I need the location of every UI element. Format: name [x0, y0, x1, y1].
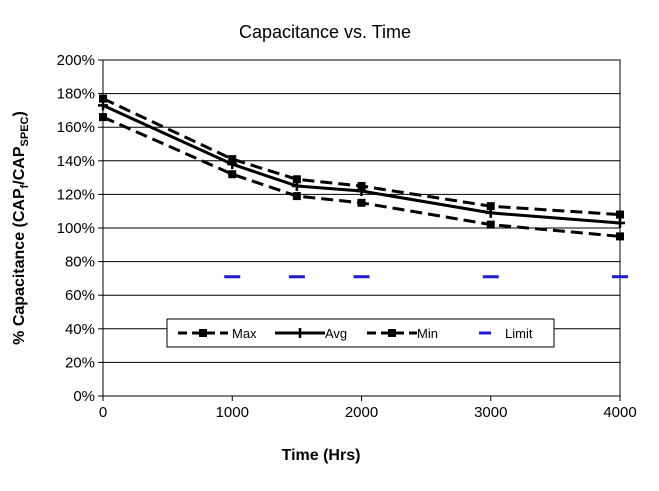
data-point [486, 220, 495, 229]
series-max [99, 94, 624, 219]
series-line-max [102, 97, 621, 217]
x-tick-label: 4000 [603, 404, 636, 421]
y-tick-label: 200% [57, 52, 95, 69]
x-tick-label: 1000 [216, 404, 249, 421]
data-point [615, 217, 625, 228]
legend-label: Limit [505, 326, 533, 341]
series-line-min [102, 115, 621, 238]
data-point [98, 100, 108, 111]
grid [103, 59, 620, 363]
series-group [98, 94, 628, 279]
legend-label: Max [232, 326, 257, 341]
legend-item-max: Max [178, 326, 257, 341]
data-point [485, 207, 496, 218]
legend: Max Avg Min Limit [166, 318, 555, 348]
data-point [357, 198, 366, 207]
data-point [228, 170, 237, 179]
y-tick-label: 40% [65, 321, 95, 338]
y-tick-label: 180% [57, 86, 95, 103]
y-axis-title-sub-f: f [19, 184, 31, 188]
y-tick-label: 140% [57, 153, 95, 170]
x-axis-title: Time (Hrs) [282, 447, 361, 464]
series-avg [98, 100, 625, 228]
legend-item-avg: Avg [275, 326, 347, 341]
data-point [291, 181, 302, 191]
legend-item-min: Min [367, 326, 438, 341]
data-point [292, 175, 301, 184]
data-point [616, 232, 624, 241]
legend-marker [295, 328, 305, 338]
x-tick-label: 0 [99, 404, 107, 421]
y-tick-label: 120% [57, 186, 95, 203]
data-point [356, 186, 367, 197]
y-axis-title: % Capacitance (CAPf/CAPSPEC) [11, 111, 31, 345]
series-min [99, 113, 624, 241]
data-point [486, 202, 495, 211]
y-tick-label: 160% [57, 119, 95, 136]
data-point [99, 94, 107, 103]
y-tick-label: 20% [65, 354, 95, 371]
x-tick-label: 2000 [345, 404, 378, 421]
data-point [357, 182, 366, 190]
y-axis-title-mid: /CAP [11, 146, 28, 185]
data-point [616, 210, 624, 219]
y-axis-title-sub-spec: SPEC [19, 116, 31, 146]
legend-label: Min [417, 326, 438, 341]
y-tick-label: 80% [65, 254, 95, 271]
x-axis: 0 1000 2000 3000 4000 [99, 396, 637, 421]
y-tick-label: 100% [57, 220, 95, 237]
data-point [292, 192, 301, 201]
data-point [227, 159, 238, 170]
chart-title: Capacitance vs. Time [239, 22, 411, 42]
y-tick-label: 0% [73, 388, 95, 405]
y-tick-label: 60% [65, 287, 95, 304]
legend-item-limit: Limit [479, 326, 533, 341]
x-tick-label: 3000 [474, 404, 507, 421]
legend-marker [388, 329, 396, 337]
y-axis-title-end: ) [11, 111, 28, 116]
series-line-avg [102, 104, 621, 225]
data-point [99, 113, 107, 122]
y-axis-title-main: % Capacitance (CAP [11, 188, 28, 345]
legend-marker [199, 329, 207, 337]
data-point [228, 155, 237, 164]
y-axis: 0% 20% 40% 60% 80% 100% 120% 140% 160% 180% 200% [57, 52, 103, 405]
legend-label: Avg [325, 326, 347, 341]
